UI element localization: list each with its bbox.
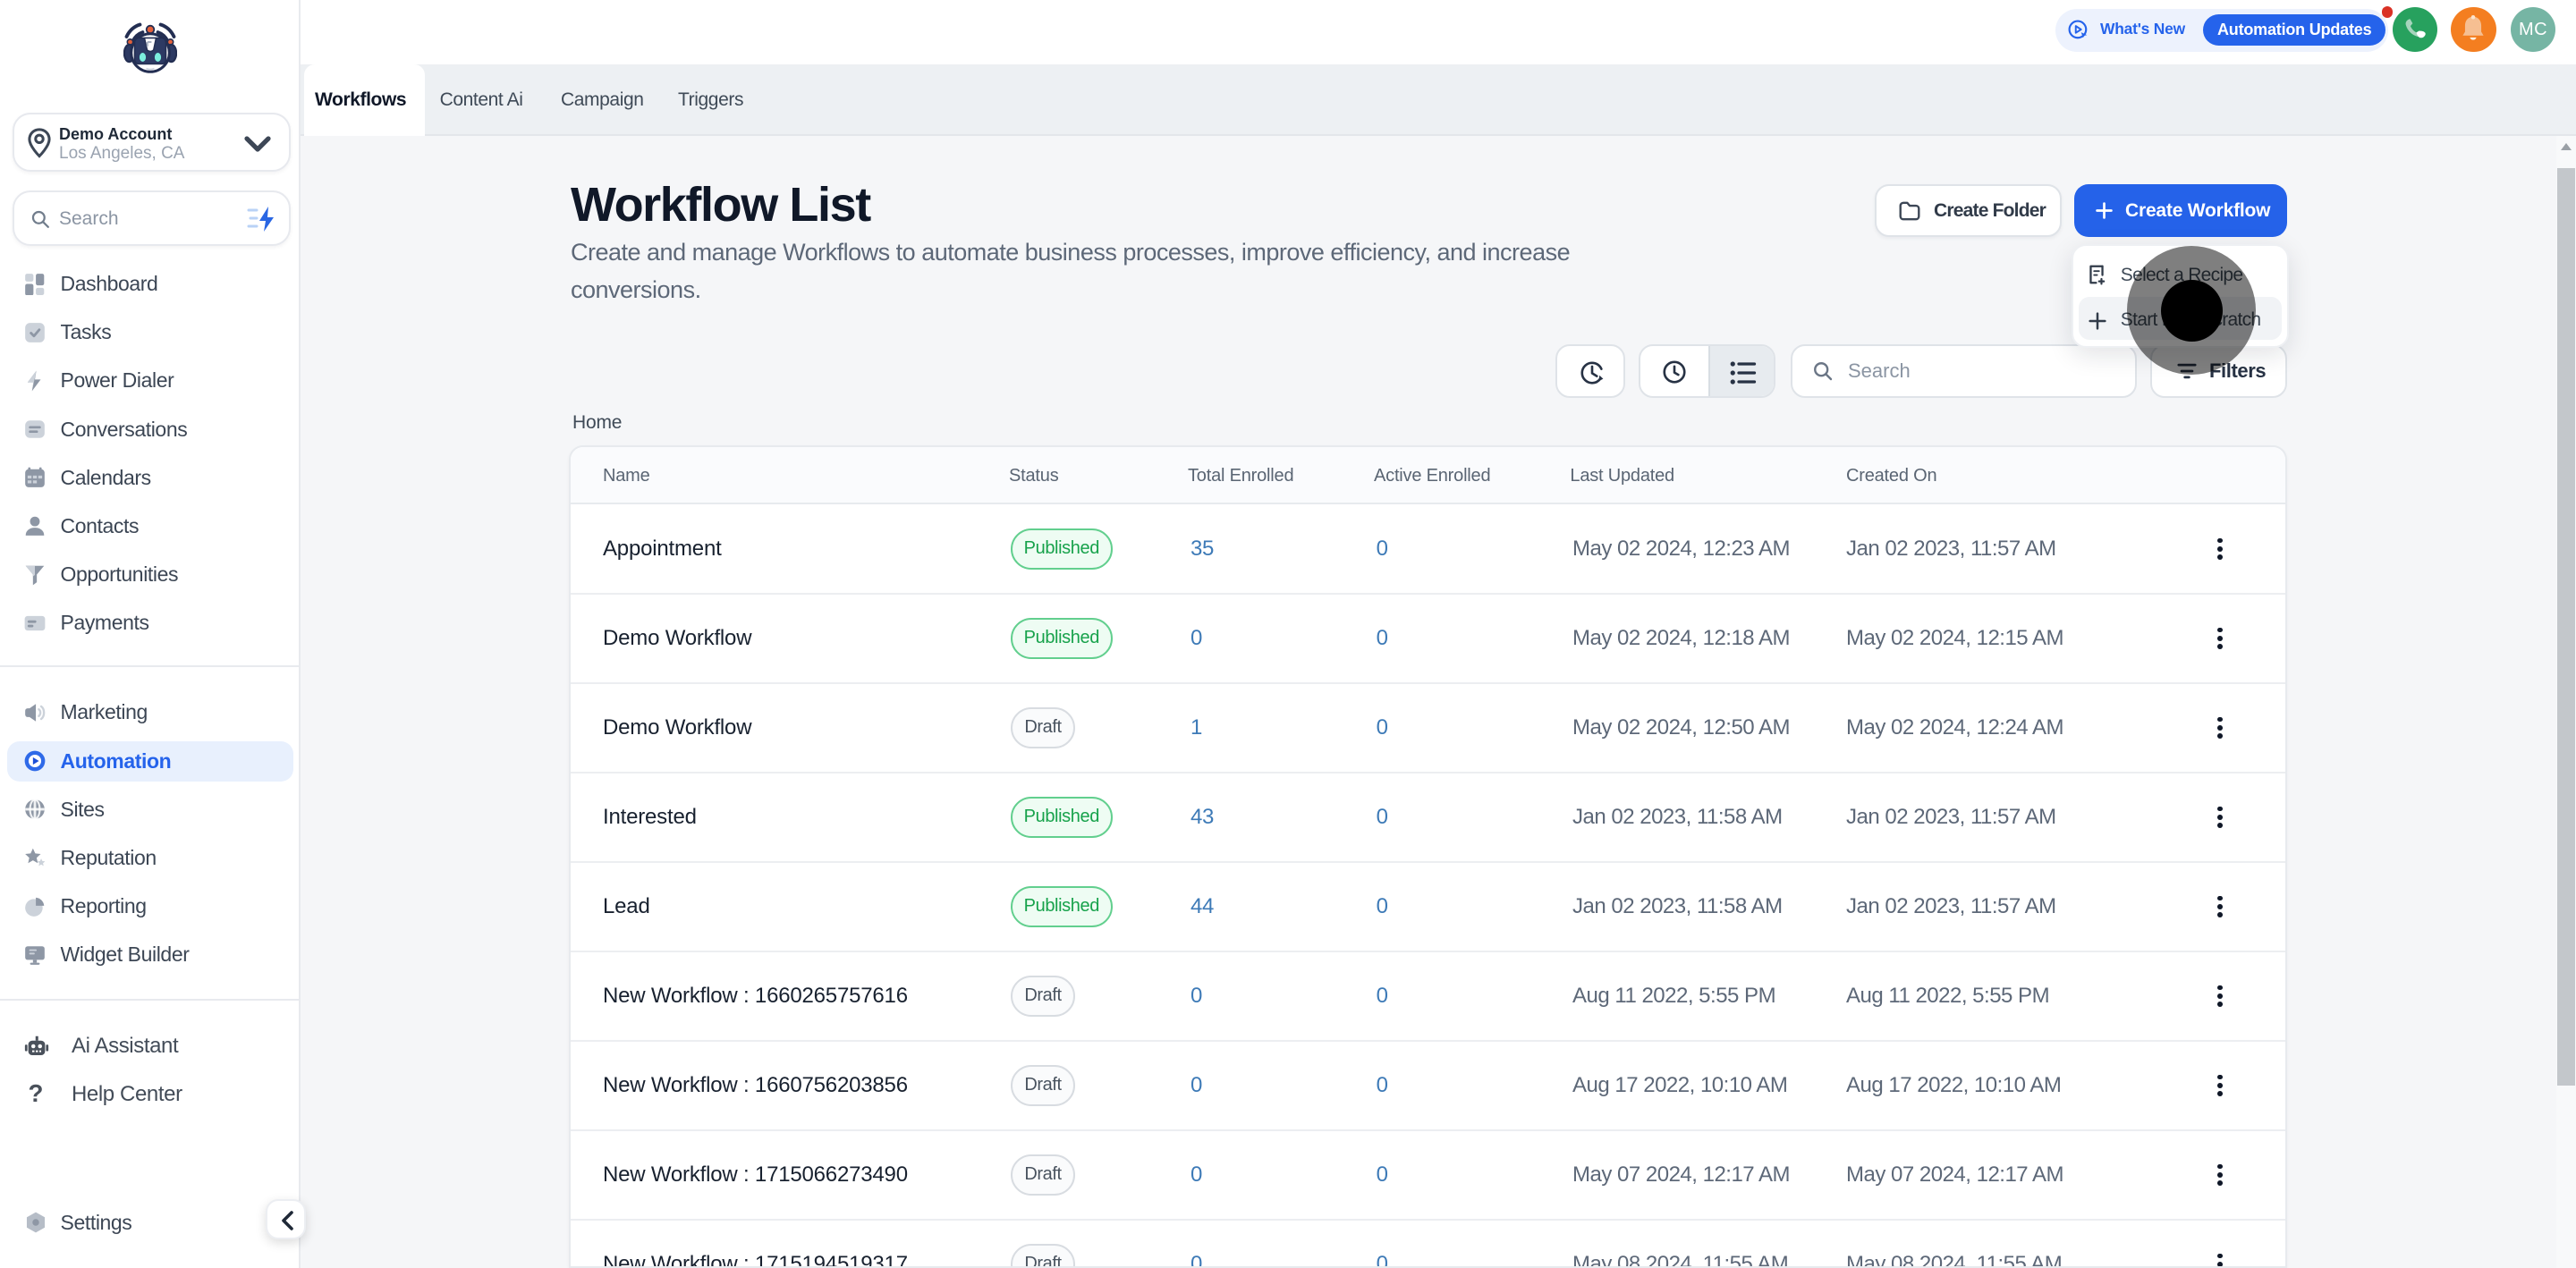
svg-text:?: ? <box>29 1081 44 1107</box>
